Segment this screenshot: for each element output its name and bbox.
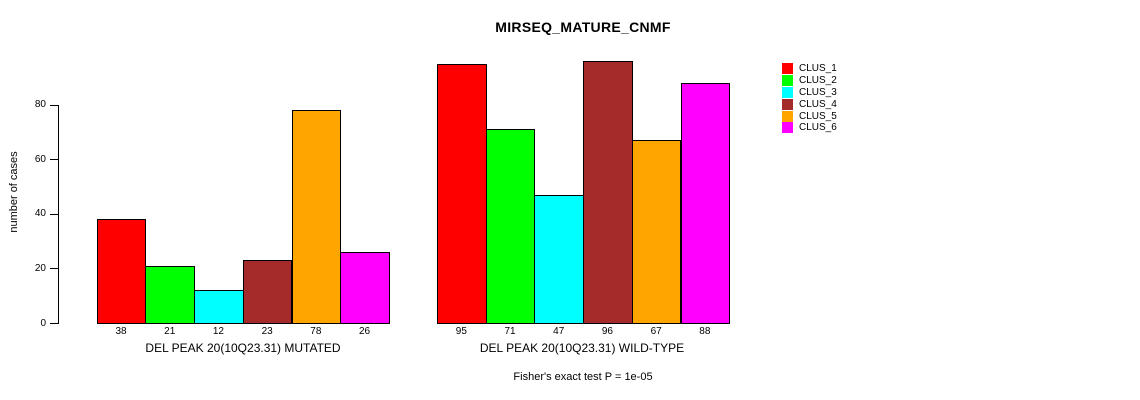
legend-entry: CLUS_2 (782, 75, 837, 87)
x-axis-label-wild-type: DEL PEAK 20(10Q23.31) WILD-TYPE (479, 341, 685, 355)
bar-value-label: 67 (650, 325, 662, 337)
legend-entry: CLUS_4 (782, 98, 837, 110)
y-tick (50, 159, 58, 161)
y-tick (50, 104, 58, 106)
legend-swatch (782, 63, 793, 75)
legend-entry: CLUS_5 (782, 110, 837, 122)
y-tick-label: 40 (34, 208, 46, 220)
bar-value-label: 23 (261, 325, 273, 337)
bar-value-label: 78 (310, 325, 322, 337)
legend-label: CLUS_6 (799, 122, 837, 134)
legend-swatch (782, 75, 793, 87)
legend-entry: CLUS_6 (782, 122, 837, 134)
bar-value-label: 71 (504, 325, 516, 337)
bar-mutated-clus_2 (145, 265, 196, 324)
legend-label: CLUS_2 (799, 75, 837, 87)
legend-swatch (782, 122, 793, 134)
y-tick-label: 60 (34, 153, 46, 165)
y-tick-label: 0 (40, 317, 46, 329)
y-tick (50, 213, 58, 215)
legend: CLUS_1 CLUS_2 CLUS_3 CLUS_4 CLUS_5 CLUS_6 (782, 63, 892, 138)
bar-wild-type-clus_1 (437, 63, 487, 324)
y-tick (50, 268, 58, 270)
legend-label: CLUS_4 (799, 98, 837, 110)
legend-label: CLUS_3 (799, 86, 837, 98)
bar-value-label: 95 (455, 325, 467, 337)
legend-entry: CLUS_3 (782, 86, 837, 99)
legend-label: CLUS_5 (799, 110, 837, 122)
legend-entry: CLUS_1 (782, 63, 837, 75)
caption-fisher-test: Fisher's exact test P = 1e-05 (513, 371, 653, 383)
bar-mutated-clus_3 (194, 290, 244, 324)
figure-title: MIRSEQ_MATURE_CNMF (495, 19, 671, 35)
bar-wild-type-clus_3 (534, 194, 585, 324)
bar-wild-type-clus_5 (631, 140, 682, 324)
bar-wild-type-clus_2 (485, 129, 536, 324)
x-axis-label-mutated: DEL PEAK 20(10Q23.31) MUTATED (145, 341, 341, 355)
legend-swatch (782, 110, 793, 122)
bar-mutated-clus_5 (291, 110, 342, 324)
y-tick (50, 323, 58, 324)
bar-value-label: 38 (115, 325, 127, 337)
y-axis-line (58, 104, 59, 324)
bar-wild-type-clus_4 (583, 60, 633, 324)
bar-value-label: 26 (358, 325, 371, 337)
y-tick-label: 80 (34, 99, 46, 111)
bar-mutated-clus_4 (242, 260, 293, 324)
bar-value-label: 12 (212, 325, 224, 337)
legend-swatch (782, 86, 793, 98)
bar-mutated-clus_6 (340, 252, 390, 324)
legend-swatch (782, 98, 793, 110)
bar-wild-type-clus_6 (680, 82, 731, 324)
bar-value-label: 21 (164, 325, 176, 337)
y-tick-label: 20 (34, 262, 46, 274)
bar-value-label: 47 (553, 325, 565, 337)
bar-value-label: 88 (699, 325, 711, 337)
bar-value-label: 96 (601, 325, 613, 337)
bar-mutated-clus_1 (96, 219, 147, 324)
legend-label: CLUS_1 (799, 63, 837, 75)
